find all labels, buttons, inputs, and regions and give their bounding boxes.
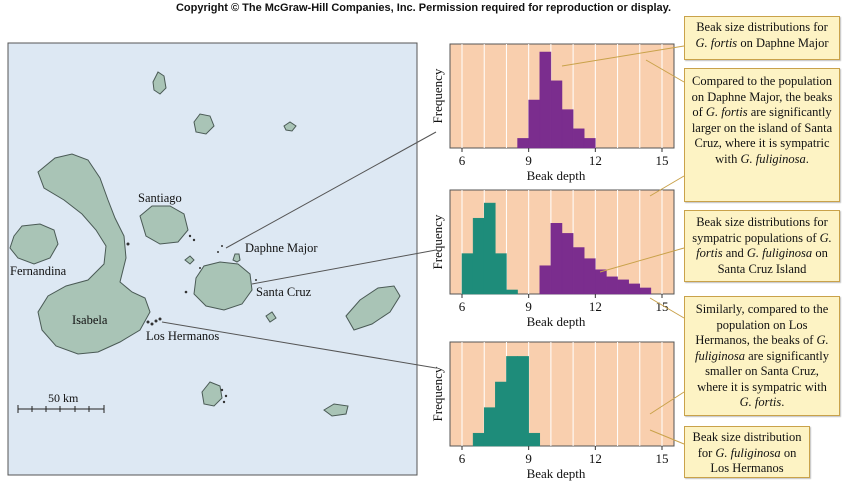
- santa-cruz-label: Santa Cruz: [256, 285, 312, 299]
- tick-label: 9: [525, 299, 532, 314]
- santa-cruz-island: [193, 261, 253, 311]
- histogram-bar: [550, 80, 563, 149]
- islet-dots: [126, 234, 257, 404]
- histogram-bar: [628, 283, 641, 295]
- tick-label: 15: [656, 299, 669, 314]
- histogram-bar: [483, 202, 496, 295]
- fernandina-island: [9, 223, 59, 265]
- santa-fe-island: [265, 311, 277, 323]
- chart-santa-cruz: 6 9 12 15 Beak depth Frequency: [430, 189, 675, 329]
- marchena-island: [193, 113, 215, 135]
- map-sea: [7, 42, 418, 476]
- tick-label: 12: [589, 153, 602, 168]
- leader-a5: [649, 429, 685, 445]
- histogram-bar: [495, 253, 507, 295]
- santiago-label: Santiago: [138, 191, 182, 205]
- tick-label: 6: [459, 299, 466, 314]
- histogram-bar: [572, 247, 585, 295]
- leader-a4-top: [649, 297, 685, 319]
- y-axis-label: Frequency: [430, 214, 445, 269]
- leader-a1: [561, 45, 685, 67]
- fernandina-label: Fernandina: [10, 264, 67, 278]
- annotation-loshermanos-distribution: Beak size distribution for G. fuliginosa…: [684, 426, 810, 478]
- histogram-bar: [517, 356, 529, 447]
- genovesa-island: [283, 121, 297, 132]
- histogram-bar: [483, 407, 496, 447]
- leader-a4-bottom: [649, 391, 685, 415]
- tick-label: 6: [459, 451, 466, 466]
- tick-label: 12: [589, 299, 602, 314]
- map-to-chart-connectors: [161, 131, 437, 369]
- histogram-bar: [617, 279, 629, 295]
- leader-a3: [599, 247, 685, 273]
- galapagos-map: 50 km Fernandina Isabela Santiago Daphne…: [7, 42, 418, 476]
- scale-bar: [17, 405, 105, 413]
- annotation-santacruz-distribution: Beak size distributions for sympatric po…: [684, 210, 840, 282]
- floreana-island: [201, 381, 223, 407]
- tick-label: 9: [525, 451, 532, 466]
- scale-bar-label: 50 km: [48, 391, 79, 405]
- x-axis-label: Beak depth: [527, 314, 586, 329]
- tick-label: 12: [589, 451, 602, 466]
- histogram-bar: [595, 269, 607, 295]
- annotation-leaders: [561, 45, 685, 445]
- leader-a2-bottom: [649, 175, 685, 197]
- connector-loshermanos: [161, 321, 437, 369]
- pinzon-island: [184, 255, 195, 265]
- isabela-label: Isabela: [72, 313, 108, 327]
- histogram-bar: [572, 128, 585, 149]
- leader-a2-top: [645, 59, 685, 83]
- connector-daphne: [225, 131, 437, 249]
- histogram-bar: [561, 233, 574, 295]
- x-axis-label: Beak depth: [527, 466, 586, 481]
- histogram-bar: [472, 432, 485, 447]
- annotation-daphne-distribution: Beak size distributions for G. fortis on…: [684, 16, 840, 60]
- pinta-island: [152, 71, 167, 95]
- y-axis-label: Frequency: [430, 366, 445, 421]
- annotation-fuliginosa-smaller: Similarly, compared to the population on…: [684, 296, 840, 416]
- tick-label: 6: [459, 153, 466, 168]
- annotation-fortis-larger: Compared to the population on Daphne Maj…: [684, 68, 840, 202]
- copyright-notice: Copyright © The McGraw-Hill Companies, I…: [175, 2, 672, 14]
- histogram-bar: [528, 99, 541, 149]
- connector-santacruz: [251, 249, 437, 285]
- histogram-bar: [528, 432, 541, 447]
- tick-label: 9: [525, 153, 532, 168]
- histogram-bar: [639, 287, 652, 295]
- san-cristobal-island: [345, 285, 401, 331]
- chart-daphne-major: 6 9 12 15 Beak depth Frequency: [430, 43, 675, 183]
- espanola-island: [323, 403, 349, 417]
- tick-label: 15: [656, 153, 669, 168]
- histogram-bar: [539, 51, 552, 149]
- histogram-bar: [506, 356, 518, 447]
- x-axis-label: Beak depth: [527, 168, 586, 183]
- santiago-island: [139, 205, 189, 245]
- histogram-bar: [550, 223, 563, 295]
- daphne-major-label: Daphne Major: [245, 241, 318, 255]
- isabela-island: [37, 153, 151, 355]
- histogram-bar: [472, 217, 485, 295]
- histogram-bar: [539, 265, 552, 295]
- histogram-bar: [495, 381, 507, 447]
- histogram-bar: [506, 289, 518, 295]
- y-axis-label: Frequency: [430, 68, 445, 123]
- tick-label: 15: [656, 451, 669, 466]
- histogram-bar: [561, 109, 574, 149]
- los-hermanos-label: Los Hermanos: [146, 329, 219, 343]
- plot-area: [449, 341, 675, 447]
- histogram-bar: [606, 276, 618, 295]
- histogram-bar: [517, 138, 529, 149]
- histogram-bar: [583, 258, 596, 295]
- histogram-bar: [583, 138, 596, 149]
- chart-los-hermanos: 6 9 12 15 Beak depth Frequency: [430, 341, 675, 481]
- histogram-bar: [461, 253, 474, 295]
- daphne-major-island: [232, 253, 241, 263]
